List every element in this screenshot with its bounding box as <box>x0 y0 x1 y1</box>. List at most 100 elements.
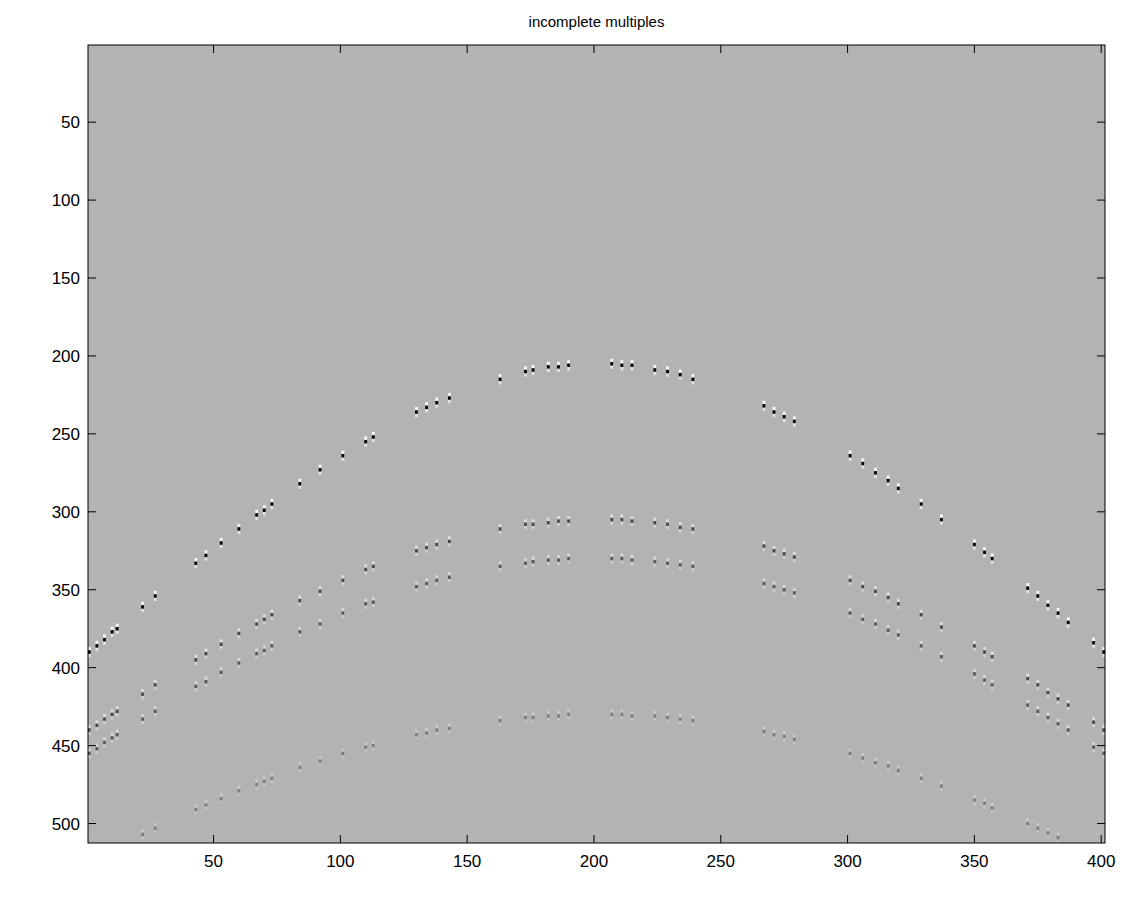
side-lobe <box>154 680 157 683</box>
wavelet <box>631 360 634 370</box>
event-sample <box>532 368 535 371</box>
wavelet <box>610 359 613 369</box>
event-sample <box>1057 697 1060 700</box>
event-sample <box>238 661 241 664</box>
side-lobe <box>762 408 765 411</box>
wavelet <box>111 709 114 719</box>
wavelet <box>372 740 375 750</box>
event-sample <box>897 602 900 605</box>
side-lobe <box>1057 719 1060 722</box>
event-sample <box>783 735 786 738</box>
wavelet <box>653 557 656 567</box>
event-sample <box>263 509 266 512</box>
side-lobe <box>1067 732 1070 735</box>
event-sample <box>141 605 144 608</box>
event-sample <box>238 527 241 530</box>
y-tick <box>1097 667 1105 668</box>
event-sample <box>874 471 877 474</box>
side-lobe <box>691 381 694 384</box>
event-sample <box>1067 703 1070 706</box>
wavelet <box>762 541 765 551</box>
wavelet <box>425 728 428 738</box>
y-tick <box>88 823 96 824</box>
event-sample <box>448 576 451 579</box>
event-sample <box>194 562 197 565</box>
event-sample <box>499 378 502 381</box>
event-sample <box>940 625 943 628</box>
x-tick-label: 250 <box>707 852 735 871</box>
side-lobe <box>141 829 144 832</box>
side-lobe <box>547 711 550 714</box>
event-sample <box>973 543 976 546</box>
event-sample <box>524 716 527 719</box>
side-lobe <box>364 742 367 745</box>
wavelet <box>653 365 656 375</box>
side-lobe <box>298 769 301 772</box>
wavelet <box>270 641 273 651</box>
wavelet <box>783 585 786 595</box>
event-sample <box>499 565 502 568</box>
side-lobe <box>205 807 208 810</box>
wavelet <box>532 519 535 529</box>
side-lobe <box>849 755 852 758</box>
side-lobe <box>679 369 682 372</box>
event-sample <box>1092 720 1095 723</box>
side-lobe <box>547 369 550 372</box>
side-lobe <box>116 736 119 739</box>
wavelet <box>116 730 119 740</box>
side-lobe <box>141 609 144 612</box>
side-lobe <box>255 786 258 789</box>
wavelet <box>861 614 864 624</box>
event-sample <box>783 552 786 555</box>
side-lobe <box>887 599 890 602</box>
event-sample <box>666 562 669 565</box>
side-lobe <box>793 595 796 598</box>
side-lobe <box>991 658 994 661</box>
event-sample <box>255 652 258 655</box>
event-sample <box>116 733 119 736</box>
wavelet <box>448 572 451 582</box>
side-lobe <box>897 483 900 486</box>
event-sample <box>103 638 106 641</box>
side-lobe <box>1067 624 1070 627</box>
side-lobe <box>154 591 157 594</box>
y-tick-label: 100 <box>52 191 80 210</box>
y-tick <box>1097 433 1105 434</box>
event-sample <box>194 808 197 811</box>
side-lobe <box>116 706 119 709</box>
event-sample <box>653 560 656 563</box>
x-tick-label: 400 <box>1087 852 1115 871</box>
event-sample <box>364 568 367 571</box>
wavelet <box>567 360 570 370</box>
side-lobe <box>940 788 943 791</box>
side-lobe <box>154 830 157 833</box>
side-lobe <box>1036 706 1039 709</box>
event-sample <box>920 502 923 505</box>
side-lobe <box>448 579 451 582</box>
event-sample <box>631 714 634 717</box>
side-lobe <box>897 765 900 768</box>
side-lobe <box>679 522 682 525</box>
side-lobe <box>666 519 669 522</box>
event-sample <box>1057 722 1060 725</box>
event-sample <box>691 527 694 530</box>
x-tick <box>720 45 721 53</box>
side-lobe <box>679 721 682 724</box>
side-lobe <box>1047 719 1050 722</box>
y-tick-label: 450 <box>52 737 80 756</box>
side-lobe <box>920 773 923 776</box>
event-sample <box>205 554 208 557</box>
event-sample <box>141 692 144 695</box>
side-lobe <box>263 776 266 779</box>
event-sample <box>1036 826 1039 829</box>
side-lobe <box>874 619 877 622</box>
side-lobe <box>270 641 273 644</box>
side-lobe <box>973 676 976 679</box>
side-lobe <box>920 616 923 619</box>
wavelet <box>1026 583 1029 593</box>
side-lobe <box>620 560 623 563</box>
wavelet <box>610 553 613 563</box>
side-lobe <box>874 626 877 629</box>
side-lobe <box>435 725 438 728</box>
wavelet <box>557 362 560 372</box>
